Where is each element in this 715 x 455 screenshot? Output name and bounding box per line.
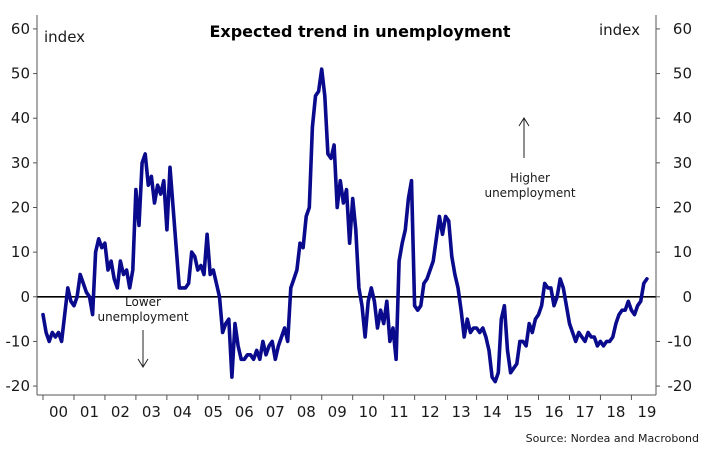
right-tick-label: 40	[673, 109, 692, 127]
up-arrow-icon	[518, 117, 530, 158]
right-tick-label: 0	[682, 288, 692, 306]
x-tick-label: 11	[390, 403, 409, 421]
x-axis: 00 01 02 03 04 05 06 07 08 09 10 11 12 13 14 15 16 17 18 19	[42, 395, 656, 421]
series-line	[41, 67, 649, 384]
left-tick-label: 20	[11, 199, 30, 217]
x-tick-label: 18	[606, 403, 625, 421]
x-tick-label: 10	[359, 403, 378, 421]
right-tick-label: -20	[668, 377, 693, 395]
higher-annotation-line-2: unemployment	[484, 186, 575, 200]
x-tick-label: 05	[204, 403, 223, 421]
x-tick-label: 03	[142, 403, 161, 421]
right-y-axis: -20 -10 0 10 20 30 40 50 60	[656, 20, 692, 395]
left-tick-label: -10	[6, 332, 31, 350]
left-unit-label: index	[44, 28, 85, 46]
left-tick-label: 30	[11, 154, 30, 172]
x-tick-label: 15	[513, 403, 532, 421]
right-tick-label: 10	[673, 243, 692, 261]
left-tick-label: 0	[20, 288, 30, 306]
right-unit-label: index	[599, 21, 640, 39]
x-tick-label: 12	[421, 403, 440, 421]
x-tick-label: 09	[328, 403, 347, 421]
left-tick-label: 40	[11, 109, 30, 127]
right-tick-label: -10	[668, 332, 693, 350]
x-tick-label: 16	[544, 403, 563, 421]
lower-annotation-line-2: unemployment	[97, 310, 188, 324]
x-tick-label: 17	[575, 403, 594, 421]
right-tick-label: 60	[673, 20, 692, 38]
right-tick-label: 50	[673, 65, 692, 83]
x-tick-label: 19	[637, 403, 656, 421]
left-tick-label: 60	[11, 20, 30, 38]
left-tick-label: 10	[11, 243, 30, 261]
left-y-axis: -20 -10 0 10 20 30 40 50 60	[6, 20, 37, 395]
chart-title: Expected trend in unemployment	[209, 22, 510, 41]
left-tick-label: 50	[11, 65, 30, 83]
x-tick-label: 14	[483, 403, 502, 421]
x-tick-label: 06	[235, 403, 254, 421]
x-tick-label: 01	[80, 403, 99, 421]
right-tick-label: 20	[673, 199, 692, 217]
x-tick-label: 04	[173, 403, 192, 421]
x-tick-label: 08	[297, 403, 316, 421]
source-note: Source: Nordea and Macrobond	[526, 432, 699, 445]
left-tick-label: -20	[6, 377, 31, 395]
x-tick-label: 00	[49, 403, 68, 421]
down-arrow-icon	[137, 330, 149, 368]
right-tick-label: 30	[673, 154, 692, 172]
x-tick-label: 13	[452, 403, 471, 421]
x-tick-label: 07	[266, 403, 285, 421]
lower-annotation-line-1: Lower	[125, 295, 161, 309]
x-tick-label: 02	[111, 403, 130, 421]
higher-annotation-line-1: Higher	[510, 171, 550, 185]
